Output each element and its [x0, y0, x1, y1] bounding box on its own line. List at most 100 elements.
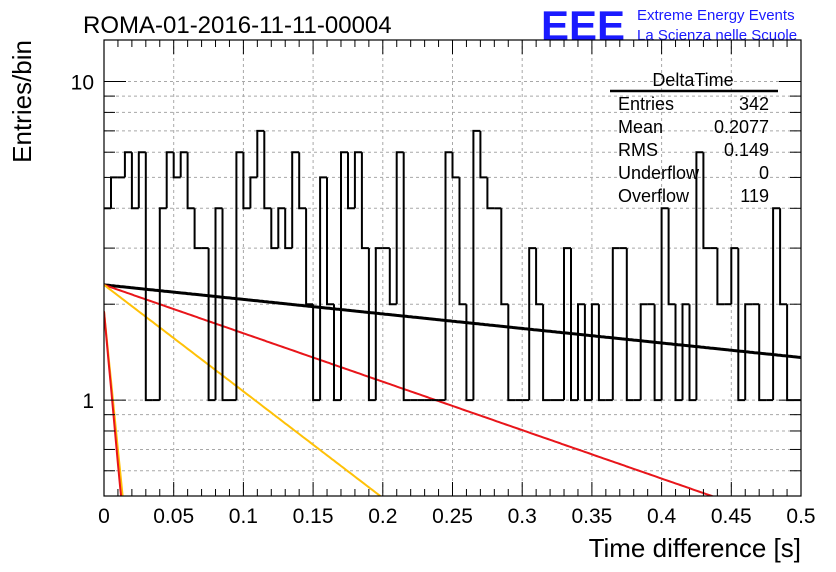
histogram-bin — [165, 151, 174, 209]
x-tick-label: 0.5 — [786, 505, 815, 528]
stats-label: Underflow — [618, 163, 700, 183]
stats-value: 342 — [739, 94, 769, 114]
histogram-bin — [179, 151, 188, 178]
stats-value: 119 — [740, 186, 769, 206]
histogram-bin — [312, 304, 321, 402]
histogram-bin — [235, 151, 244, 401]
histogram-bin — [702, 152, 711, 250]
histogram-bin — [674, 304, 683, 402]
stats-box: DeltaTime Entries 342 Mean 0.2077 RMS 0.149 Un… — [610, 70, 778, 206]
stats-value: 0.149 — [724, 140, 769, 160]
histogram-bin — [130, 152, 139, 210]
histogram-bin — [193, 208, 202, 250]
axis-ticks — [103, 40, 802, 496]
histogram-bin — [305, 208, 314, 306]
histogram — [104, 129, 836, 402]
histogram-bin — [242, 152, 251, 210]
histogram-bin — [291, 151, 300, 249]
histogram-bin — [374, 247, 383, 401]
histogram-bin — [583, 304, 592, 402]
histogram-bin — [451, 152, 460, 179]
x-tick-label: 0.05 — [153, 505, 194, 528]
stats-rows: Entries 342 Mean 0.2077 RMS 0.149 Underflow 0 Ov… — [618, 94, 769, 206]
histogram-bin — [353, 151, 362, 209]
x-tick-label: 0.45 — [711, 505, 752, 528]
stats-value: 0.2077 — [714, 117, 769, 137]
histogram-bin — [528, 247, 537, 401]
histogram-bin — [563, 247, 571, 401]
x-tick-label: 0.3 — [508, 505, 537, 528]
histogram-bin — [500, 208, 509, 306]
histogram-bin — [347, 152, 355, 210]
logo-line1: Extreme Energy Events — [637, 7, 795, 24]
histogram-bin — [277, 207, 286, 249]
histogram-bin — [660, 207, 669, 401]
histogram-bin — [137, 151, 146, 209]
histogram-bin — [249, 176, 258, 209]
y-tick-label: 10 — [71, 72, 94, 95]
histogram-bin — [535, 248, 544, 306]
histogram-bin — [829, 248, 836, 400]
histogram-bin — [395, 151, 404, 305]
chart-title: ROMA-01-2016-11-11-00004 — [83, 12, 392, 39]
fit-curve-4 — [104, 311, 123, 496]
histogram-bin — [688, 304, 697, 402]
histogram-bin — [625, 248, 634, 402]
histogram-bin — [577, 303, 585, 401]
histogram-bin — [667, 208, 676, 306]
histogram-bin — [158, 207, 167, 401]
x-tick-label: 0.4 — [647, 505, 677, 528]
logo-mark: EEE — [541, 2, 625, 49]
histogram-bin — [388, 248, 397, 306]
x-tick-label: 0.1 — [229, 505, 258, 528]
histogram-bin — [597, 304, 606, 402]
histogram-bin — [808, 304, 815, 400]
histogram-bin — [590, 303, 599, 401]
histogram-bin — [611, 247, 620, 401]
y-tick-label: 1 — [82, 390, 94, 413]
x-tick-label: 0.25 — [432, 505, 473, 528]
histogram-bin — [730, 247, 739, 305]
histogram-bin — [772, 207, 781, 401]
histogram-bin — [326, 177, 334, 306]
histogram-bin — [786, 304, 794, 402]
histogram-bin — [298, 152, 307, 210]
histogram-bin — [653, 304, 662, 402]
histogram-bin — [458, 177, 467, 306]
stats-label: RMS — [618, 140, 658, 160]
histogram-bin — [340, 151, 348, 401]
histogram-bin — [333, 304, 341, 402]
histogram-bin — [465, 304, 474, 402]
histogram-bin — [110, 176, 118, 209]
y-tick-labels: 1 10 — [71, 72, 94, 414]
x-tick-labels: 0 0.05 0.1 0.15 0.2 0.25 0.3 0.35 0.4 0.45 0.5 — [98, 505, 815, 528]
histogram-bin — [486, 177, 495, 210]
histogram-bin — [444, 151, 453, 401]
histogram-bin — [270, 208, 279, 250]
stats-label: Mean — [618, 117, 663, 137]
histogram-bin — [221, 208, 230, 402]
histogram-bin — [319, 176, 327, 401]
x-tick-label: 0.2 — [368, 505, 397, 528]
x-axis-label: Time difference [s] — [589, 533, 801, 563]
histogram-bin — [716, 248, 725, 306]
histogram-bin — [367, 248, 376, 402]
histogram-bin — [214, 207, 223, 401]
histogram-bin — [737, 248, 746, 402]
x-tick-label: 0.35 — [571, 505, 612, 528]
x-tick-label: 0.15 — [293, 505, 334, 528]
fit-curve-0 — [104, 283, 801, 359]
histogram-bin — [144, 152, 153, 402]
histogram-bin — [186, 152, 195, 210]
histogram-bin — [472, 129, 481, 401]
stats-label: Entries — [618, 94, 674, 114]
histogram-bin — [815, 304, 822, 400]
histogram-bin — [479, 130, 488, 179]
histogram-bin — [758, 304, 767, 402]
histogram-bin — [207, 248, 216, 402]
histogram-bin — [570, 248, 578, 402]
histogram-bin — [542, 304, 551, 402]
histogram-bin — [402, 152, 411, 402]
histogram-bin — [256, 129, 265, 178]
stats-title: DeltaTime — [652, 70, 733, 90]
